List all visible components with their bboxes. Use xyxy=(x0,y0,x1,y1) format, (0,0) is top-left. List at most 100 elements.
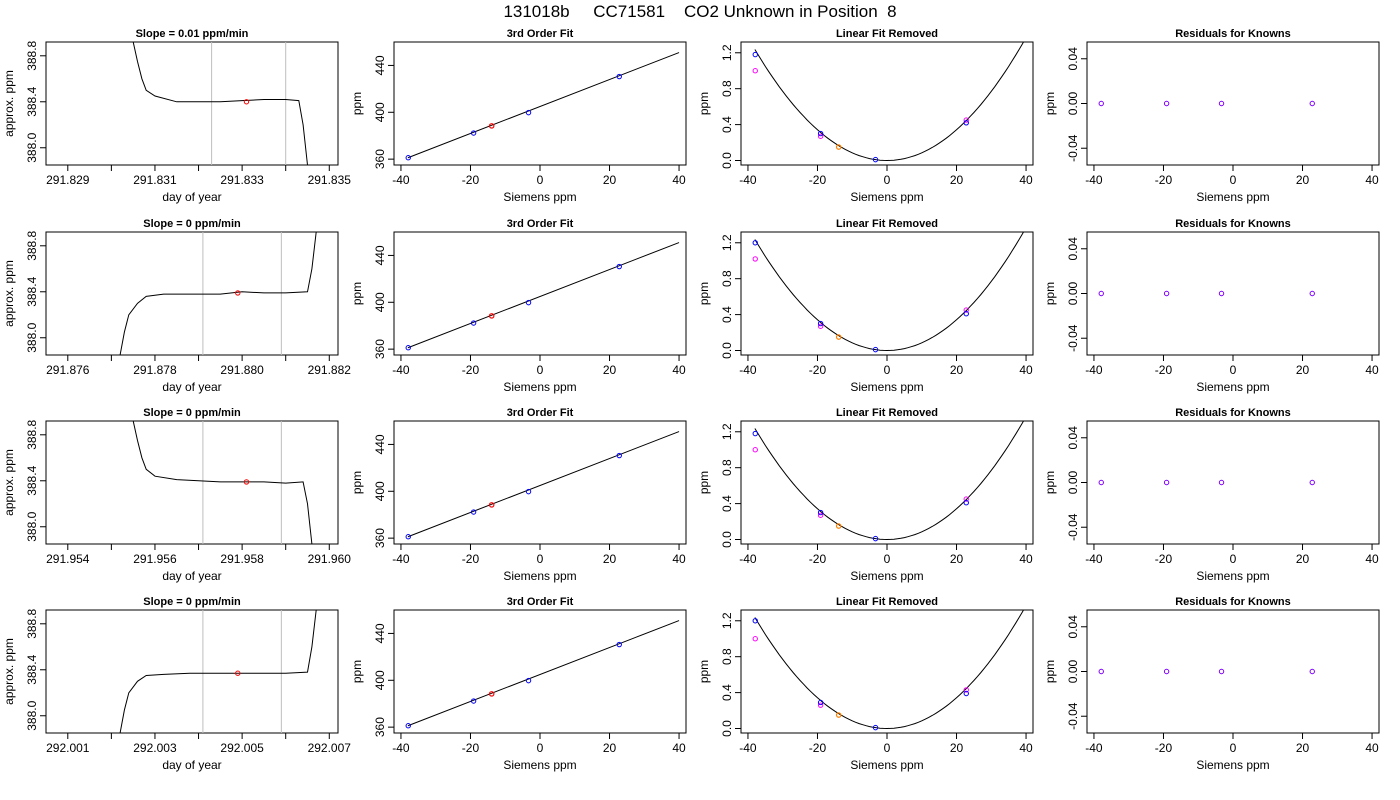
residual-point xyxy=(1163,100,1170,107)
residual-point xyxy=(1218,479,1225,486)
fit-line xyxy=(407,431,680,538)
residual-point xyxy=(1163,668,1170,675)
known-point xyxy=(525,299,532,306)
known-point xyxy=(405,155,411,161)
y-axis-label: ppm xyxy=(697,282,711,305)
trace-line xyxy=(132,42,308,165)
plot-frame xyxy=(1086,609,1380,734)
x-axis-label: Siemens ppm xyxy=(850,380,923,394)
x-tick-label: 0 xyxy=(1230,173,1237,187)
known-point xyxy=(752,240,758,246)
x-axis-label: Siemens ppm xyxy=(850,190,923,204)
panel-title: 3rd Order Fit xyxy=(507,218,574,230)
y-tick-label: 0.00 xyxy=(1066,659,1080,683)
x-tick-label: 0 xyxy=(884,173,891,187)
x-tick-label: 40 xyxy=(1019,741,1033,755)
y-tick-label: 360 xyxy=(373,149,387,169)
unknown-marker xyxy=(235,670,241,676)
page-title: 131018b CC71581 CO2 Unknown in Position … xyxy=(503,2,897,21)
fit-curve xyxy=(754,42,1025,162)
known-point xyxy=(525,109,532,116)
alt-point xyxy=(817,133,824,139)
y-axis-label: ppm xyxy=(1043,660,1057,683)
x-axis-label: day of year xyxy=(162,190,221,204)
plot-frame xyxy=(740,609,1034,734)
chart-panel-3-2 xyxy=(735,609,1034,739)
panel-title: Slope = 0 ppm/min xyxy=(143,218,241,230)
panel-title: Linear Fit Removed xyxy=(836,407,938,419)
y-tick-label: 440 xyxy=(373,55,387,75)
known-point xyxy=(872,535,879,542)
plot-frame xyxy=(740,231,1034,356)
y-axis-label: ppm xyxy=(697,471,711,494)
known-point xyxy=(616,73,622,80)
x-tick-label: 20 xyxy=(950,173,964,187)
x-tick-label: -40 xyxy=(739,552,757,566)
chart-panel-0-2 xyxy=(735,41,1034,171)
x-axis-label: Siemens ppm xyxy=(503,380,576,394)
chart-panel-0-3 xyxy=(1081,41,1380,171)
y-tick-label: 0.8 xyxy=(720,270,734,287)
y-axis-label: ppm xyxy=(1043,471,1057,494)
x-tick-label: -40 xyxy=(739,173,757,187)
x-tick-label: -40 xyxy=(392,741,410,755)
x-tick-label: -40 xyxy=(1085,173,1103,187)
known-point xyxy=(470,698,477,704)
y-axis-label: ppm xyxy=(697,92,711,115)
x-axis-label: day of year xyxy=(162,758,221,772)
panel-title: Linear Fit Removed xyxy=(836,28,938,40)
y-tick-label: 388.4 xyxy=(25,276,39,306)
x-tick-label: 0 xyxy=(884,741,891,755)
residual-point xyxy=(1218,290,1225,297)
chart-panel-1-1 xyxy=(388,231,687,361)
known-point xyxy=(817,699,824,706)
panel-title: Residuals for Knowns xyxy=(1175,407,1291,419)
y-tick-label: 360 xyxy=(373,717,387,737)
panel-title: Linear Fit Removed xyxy=(836,218,938,230)
known-point xyxy=(817,130,824,137)
known-point xyxy=(817,509,824,516)
x-tick-label: 40 xyxy=(1019,363,1033,377)
x-tick-label: 40 xyxy=(1365,363,1379,377)
x-tick-label: -20 xyxy=(1155,363,1173,377)
x-tick-label: 40 xyxy=(1365,552,1379,566)
alt-point xyxy=(817,702,824,708)
y-tick-label: 0.04 xyxy=(1066,426,1080,450)
x-tick-label: 291.958 xyxy=(220,552,264,566)
y-tick-label: 0.04 xyxy=(1066,615,1080,639)
unknown-point xyxy=(835,144,842,150)
unknown-marker xyxy=(243,479,250,485)
x-tick-label: -20 xyxy=(809,173,827,187)
panel-title: Residuals for Knowns xyxy=(1175,596,1291,608)
residual-point xyxy=(1163,290,1170,297)
residual-point xyxy=(1309,668,1315,675)
plot-frame xyxy=(1086,41,1380,166)
x-tick-label: 20 xyxy=(1296,363,1310,377)
y-tick-label: 0.8 xyxy=(720,80,734,97)
known-point xyxy=(405,345,411,351)
y-tick-label: 400 xyxy=(373,102,387,122)
y-tick-label: 0.4 xyxy=(720,116,734,133)
y-tick-label: 388.0 xyxy=(25,511,39,541)
x-tick-label: 292.001 xyxy=(46,741,90,755)
x-tick-label: 0 xyxy=(537,173,544,187)
x-tick-label: -40 xyxy=(1085,741,1103,755)
known-point xyxy=(872,724,879,731)
plot-frame xyxy=(1086,420,1380,545)
known-point xyxy=(405,723,411,729)
y-tick-label: 0.4 xyxy=(720,306,734,323)
plot-frame xyxy=(740,420,1034,545)
unknown-marker xyxy=(243,99,250,105)
alt-point xyxy=(752,256,758,262)
x-tick-label: -40 xyxy=(392,173,410,187)
y-tick-label: 388.8 xyxy=(25,419,39,449)
x-tick-label: -20 xyxy=(462,552,480,566)
known-point xyxy=(872,346,879,353)
residual-point xyxy=(1163,479,1170,486)
fit-line xyxy=(407,52,680,159)
chart-panel-2-1 xyxy=(388,420,687,550)
y-tick-label: 1.2 xyxy=(720,612,734,629)
y-tick-label: 400 xyxy=(373,292,387,312)
x-axis-label: Siemens ppm xyxy=(503,569,576,583)
x-tick-label: 40 xyxy=(1019,552,1033,566)
